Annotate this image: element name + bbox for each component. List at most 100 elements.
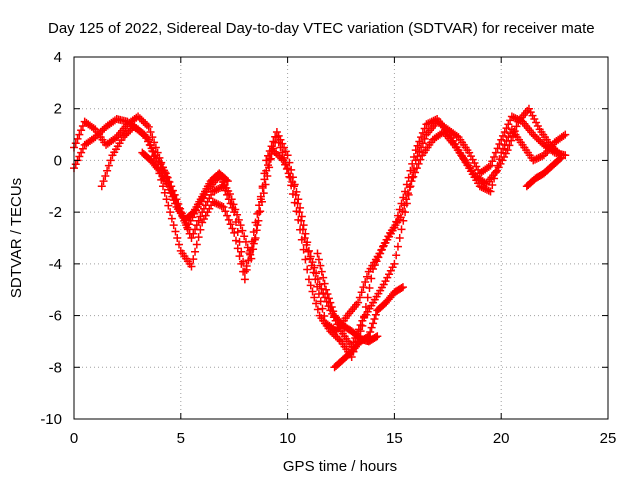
data-point: [333, 333, 342, 342]
data-point: [286, 173, 295, 182]
data-point: [323, 290, 332, 299]
data-point: [210, 186, 219, 195]
x-tick-label: 5: [177, 430, 185, 447]
x-tick-label: 0: [70, 430, 78, 447]
data-point: [233, 210, 242, 219]
data-point: [233, 227, 242, 236]
data-point: [191, 247, 200, 256]
data-point: [388, 263, 397, 272]
series-2: [70, 115, 570, 361]
data-point: [375, 249, 384, 258]
data-point: [284, 169, 293, 178]
data-point: [496, 159, 505, 168]
data-point: [512, 122, 521, 131]
data-point: [254, 216, 263, 225]
y-tick-label: 0: [54, 152, 62, 169]
data-point: [480, 178, 489, 187]
data-point: [422, 120, 431, 129]
data-point: [551, 146, 560, 155]
data-point: [418, 139, 427, 148]
axis-ticks: 0 5 10 15 20 25 -10 -8 -6 -4 -2 0 2 4: [40, 49, 616, 447]
data-point: [101, 171, 110, 180]
data-point: [501, 149, 510, 158]
data-point: [509, 113, 518, 122]
data-point: [318, 304, 327, 313]
data-point: [219, 202, 228, 211]
data-point: [268, 146, 277, 155]
data-point: [367, 323, 376, 332]
data-point: [201, 211, 210, 220]
data-point: [240, 232, 249, 241]
data-point: [359, 283, 368, 292]
data-point: [302, 240, 311, 249]
data-point: [231, 205, 240, 214]
data-point: [239, 267, 248, 276]
data-point: [466, 152, 475, 161]
data-point: [154, 165, 163, 174]
data-point: [187, 262, 196, 271]
data-point: [561, 130, 570, 139]
data-point: [165, 185, 174, 194]
y-tick-label: -4: [49, 256, 62, 273]
data-point: [94, 129, 103, 138]
data-point: [495, 140, 504, 149]
data-point: [252, 226, 261, 235]
data-point: [502, 124, 511, 133]
data-point: [265, 155, 274, 164]
data-point: [306, 281, 315, 290]
data-point: [371, 310, 380, 319]
data-point: [402, 195, 411, 204]
data-point: [393, 242, 402, 251]
data-point: [110, 134, 119, 143]
data-point: [411, 146, 420, 155]
data-point: [377, 246, 386, 255]
x-tick-label: 25: [600, 430, 617, 447]
data-point: [304, 247, 313, 256]
data-point: [215, 201, 224, 210]
data-point: [175, 240, 184, 249]
data-point: [151, 143, 160, 152]
data-point: [355, 293, 364, 302]
data-point: [194, 216, 203, 225]
x-axis-label: GPS time / hours: [283, 458, 397, 475]
data-point: [119, 133, 128, 142]
data-point: [319, 273, 328, 282]
data-point: [313, 305, 322, 314]
data-point: [395, 234, 404, 242]
data-point: [221, 207, 230, 216]
data-point: [418, 128, 427, 137]
data-point: [187, 234, 196, 242]
data-point: [269, 137, 278, 146]
data-point: [91, 133, 100, 142]
data-point: [313, 249, 322, 258]
data-point: [371, 333, 380, 342]
data-point: [403, 189, 412, 198]
data-point: [413, 141, 422, 150]
data-point: [383, 273, 392, 282]
data-point: [298, 225, 307, 234]
data-point: [266, 154, 275, 163]
data-point: [135, 114, 144, 123]
data-point: [279, 156, 288, 165]
data-point: [93, 131, 102, 140]
data-point: [183, 223, 192, 232]
data-point: [533, 121, 542, 130]
data-point: [490, 152, 499, 161]
data-point: [278, 139, 287, 148]
data-point: [531, 155, 540, 164]
data-point: [78, 144, 87, 153]
data-point: [426, 118, 434, 127]
data-point: [536, 152, 545, 161]
data-point: [382, 235, 391, 244]
data-point: [142, 121, 151, 130]
data-point: [488, 180, 497, 189]
series-3: [97, 104, 566, 336]
data-point: [354, 298, 363, 307]
data-point: [198, 218, 207, 227]
y-tick-label: 2: [54, 101, 62, 118]
data-point: [290, 182, 299, 191]
data-point: [301, 255, 310, 264]
data-point: [97, 182, 106, 191]
data-point: [486, 187, 495, 196]
data-point: [222, 175, 231, 184]
